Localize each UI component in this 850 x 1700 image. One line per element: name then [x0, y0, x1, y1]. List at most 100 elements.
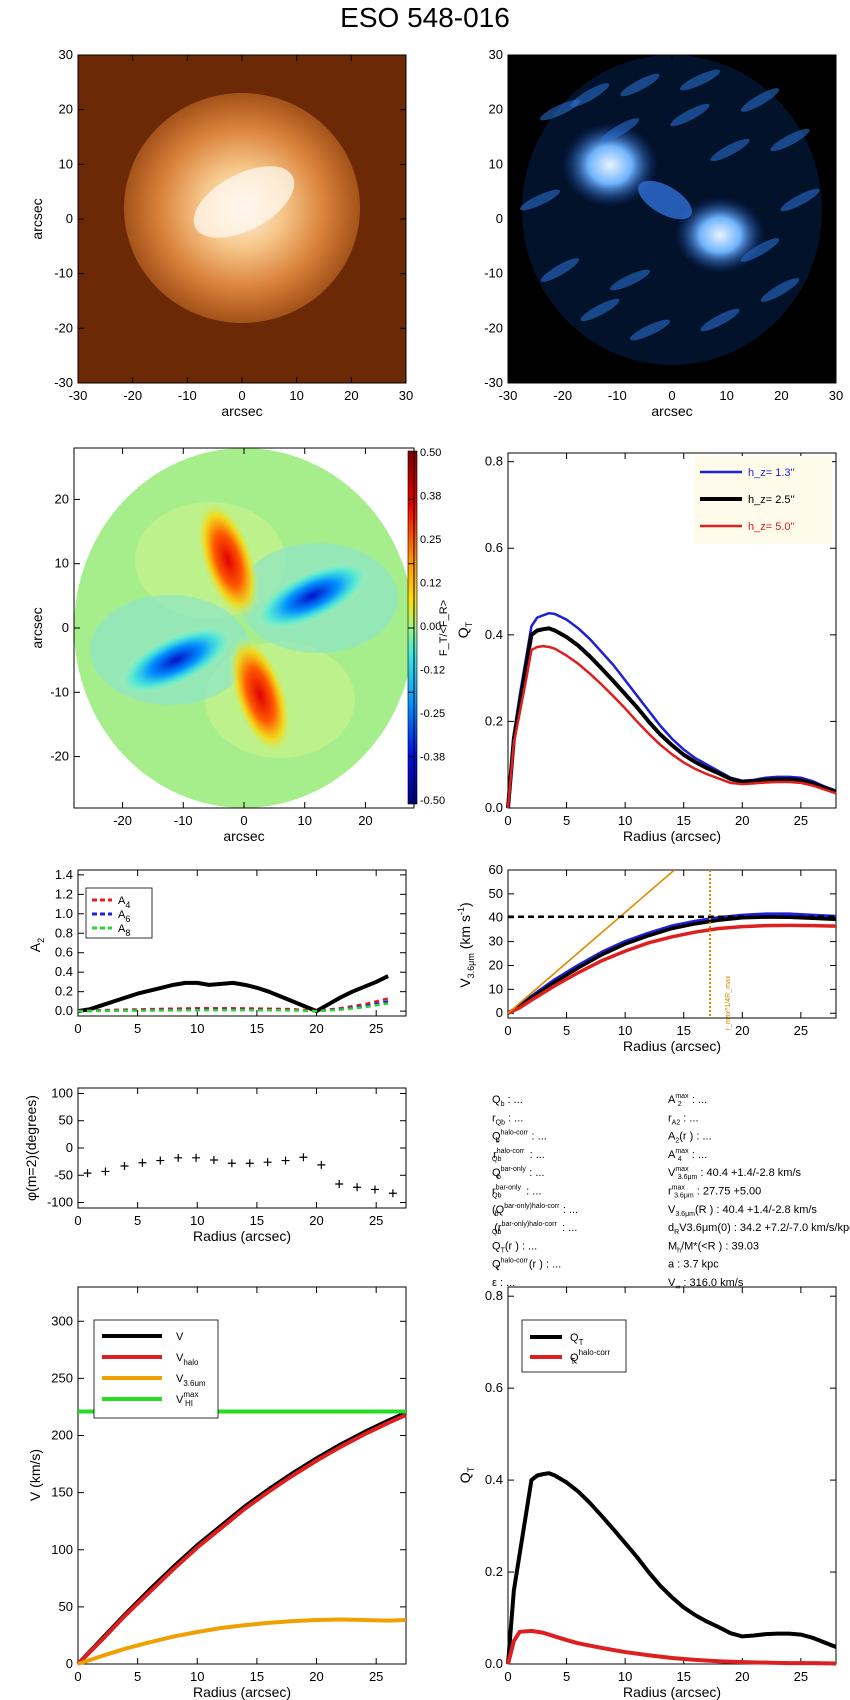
x-tick-label: 30	[829, 388, 843, 403]
info-left-entry: (rbar-only)halo-corr Qb : ...	[492, 1221, 577, 1236]
legend-label: V	[176, 1331, 184, 1343]
y-tick-label: 30	[489, 47, 503, 62]
legend-label: V3.6um	[176, 1373, 206, 1388]
scatter-point	[156, 1156, 165, 1165]
panel-2-streak	[609, 269, 651, 291]
panel-2-image	[508, 55, 836, 383]
x-tick-label: 25	[369, 1021, 383, 1036]
x-tick-label: 20	[344, 388, 358, 403]
p6-frame	[507, 869, 837, 1019]
scatter-point	[317, 1160, 326, 1169]
legend: h_z= 1.3'' h_z= 2.5'' h_z= 5.0''	[694, 456, 832, 544]
colorbar-tick-label: 0.00	[420, 621, 441, 633]
y-axis-label: arcsec	[29, 198, 45, 239]
y-tick-label: -10	[54, 266, 73, 281]
x-tick-label: 10	[618, 1669, 632, 1684]
x-tick-label: 25	[369, 1669, 383, 1684]
colorbar-tick-label: 0.25	[420, 534, 441, 546]
x-tick-label: -10	[178, 388, 197, 403]
y-tick-label: 1.2	[55, 886, 73, 901]
x-tick-label: 10	[719, 388, 733, 403]
x-tick-label: 20	[309, 1021, 323, 1036]
scatter-point	[192, 1153, 201, 1162]
panel-2-streak	[629, 319, 671, 341]
y-tick-label: 20	[59, 102, 73, 117]
scatter-point	[227, 1159, 236, 1168]
colorbar-tick-label: 0.50	[420, 447, 441, 459]
y-tick-label: 0	[496, 211, 503, 226]
y-tick-label: 0.2	[485, 713, 503, 728]
y-tick-label: -20	[484, 320, 503, 335]
series-line-0	[506, 1471, 837, 1665]
y-tick-label: 40	[489, 910, 503, 925]
y-tick-label: 30	[59, 47, 73, 62]
info-left-entry: Qhalo-corr T (r ) : ...	[492, 1258, 561, 1273]
x-tick-label: -20	[553, 388, 572, 403]
scatter-point	[120, 1162, 129, 1170]
y-tick-label: 0.0	[55, 1003, 73, 1018]
y-axis-label: A2	[27, 938, 46, 952]
y-tick-label: 50	[59, 1113, 73, 1128]
info-left-entry: (Qbar-only)halo-corr b : ...	[492, 1203, 578, 1218]
panel-2-streak	[600, 118, 640, 142]
info-left-entry: Qhalo-corr b : ...	[492, 1130, 547, 1145]
scatter-point	[263, 1158, 272, 1167]
y-tick-label: 50	[489, 886, 503, 901]
x-tick-label: 20	[735, 1669, 749, 1684]
info-left-entry: rhalo-corr Qb : ...	[492, 1148, 545, 1163]
x-tick-label: 25	[369, 1213, 383, 1228]
y-tick-label: 0.0	[485, 800, 503, 815]
y-tick-label: -50	[54, 1167, 73, 1182]
p7-axes: 0 5 10 15 20 25 -100 -50 0 50 100 Radius (arcsec) φ(…	[23, 1085, 407, 1244]
colorbar-tick-label: -0.38	[420, 752, 445, 764]
y-tick-label: 20	[489, 957, 503, 972]
info-block: Qb : ... Amax 2 : ... rQb : ... rA2 : ... Qha…	[492, 1093, 850, 1291]
y-tick-label: -10	[50, 684, 69, 699]
y-tick-label: 0.2	[485, 1564, 503, 1579]
x-tick-label: 0	[504, 1669, 511, 1684]
x-tick-label: 20	[358, 813, 372, 828]
panel-2-streak	[760, 278, 800, 302]
p5-frame	[77, 869, 407, 1017]
x-tick-label: 15	[676, 813, 690, 828]
x-tick-label: 10	[190, 1021, 204, 1036]
vline-label: r_max^1/4R_max	[725, 975, 732, 1030]
x-tick-label: 20	[735, 813, 749, 828]
y-axis-label: φ(m=2)(degrees)	[23, 1095, 39, 1201]
panel-6-plot-area	[508, 870, 836, 1018]
y-tick-label: 0	[62, 620, 69, 635]
panel-3-red-lobe-lower	[228, 635, 292, 755]
legend-label: h_z= 5.0''	[748, 521, 795, 533]
panel-2-streak	[540, 258, 580, 282]
panel-3-blue-lobe-left	[118, 625, 234, 695]
p9-frame	[77, 1286, 407, 1665]
y-tick-label: 0	[66, 1140, 73, 1155]
x-tick-label: 0	[74, 1213, 81, 1228]
info-left-entry: QT(r ) : ...	[492, 1240, 537, 1254]
info-right-entry: Mh/M*(<R ) : 39.03	[668, 1240, 759, 1254]
y-tick-label: 10	[59, 156, 73, 171]
panel-1-bar	[193, 166, 295, 238]
panel-2-streak	[570, 83, 610, 107]
x-axis-label: Radius (arcsec)	[193, 1684, 291, 1700]
y-tick-label: 10	[489, 156, 503, 171]
series-line-1	[77, 997, 389, 1013]
y-axis-label: V (km/s)	[27, 1449, 43, 1501]
figure-title: ESO 548-016	[340, 2, 510, 33]
x-tick-label: 5	[134, 1669, 141, 1684]
legend-label: QT	[570, 1332, 584, 1347]
colorbar-tick-label: -0.50	[420, 795, 445, 807]
y-tick-label: 300	[51, 1313, 73, 1328]
x-tick-label: 30	[399, 388, 413, 403]
p4-frame	[507, 452, 837, 809]
series-line-0	[77, 974, 389, 1014]
x-axis-label: arcsec	[223, 828, 264, 844]
y-tick-label: 250	[51, 1370, 73, 1385]
panel-2-streak	[780, 188, 820, 212]
series-line-2	[506, 644, 837, 809]
series-line-2	[508, 923, 836, 1015]
x-tick-label: 5	[134, 1213, 141, 1228]
x-tick-label: -30	[499, 388, 518, 403]
panel-2-streak	[620, 73, 660, 97]
